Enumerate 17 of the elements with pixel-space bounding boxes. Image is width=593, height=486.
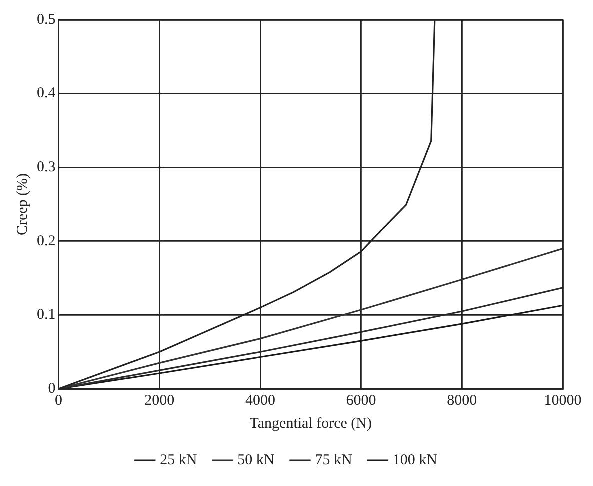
x-tick-label: 4000 <box>245 392 276 409</box>
y-tick-label: 0 <box>48 380 56 397</box>
y-tick-label: 0.4 <box>37 86 56 102</box>
y-tick-label: 0.1 <box>37 307 56 324</box>
x-tick-label: 8000 <box>447 392 478 409</box>
y-tick-label: 0.2 <box>37 233 56 250</box>
legend-label: 25 kN <box>160 452 198 468</box>
x-axis-title: Tangential force (N) <box>250 416 372 432</box>
legend-label: 75 kN <box>315 452 352 468</box>
x-tick-label: 10000 <box>544 392 582 409</box>
y-tick-label: 0.5 <box>37 12 56 28</box>
x-tick-label: 6000 <box>346 392 376 409</box>
legend-label: 100 kN <box>392 452 438 468</box>
y-tick-label: 0.3 <box>37 160 56 176</box>
y-axis-title: Creep (%) <box>14 173 31 236</box>
x-tick-label: 2000 <box>144 392 175 409</box>
legend-label: 50 kN <box>238 452 275 468</box>
